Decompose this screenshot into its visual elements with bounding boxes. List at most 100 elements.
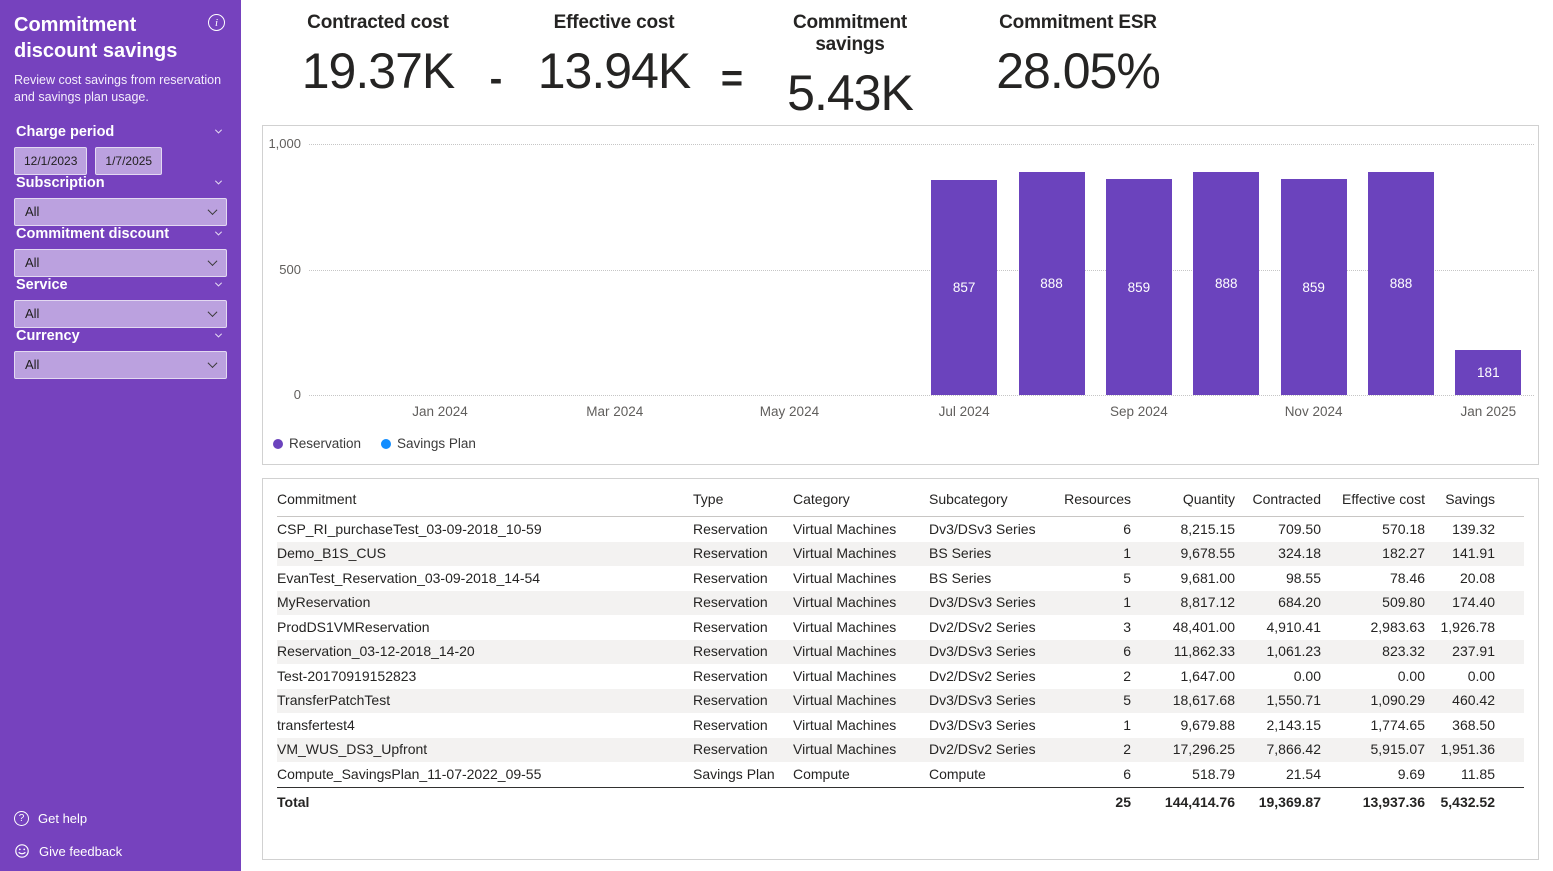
- table-cell[interactable]: Reservation: [693, 639, 793, 664]
- table-cell[interactable]: 570.18: [1382, 520, 1425, 537]
- table-cell[interactable]: 1,774.65: [1370, 716, 1426, 733]
- table-cell[interactable]: 1,951.36: [1425, 737, 1524, 762]
- table-cell[interactable]: 3: [1123, 618, 1131, 635]
- column-header-savings[interactable]: Savings: [1425, 479, 1524, 517]
- table-cell[interactable]: 368.50: [1452, 716, 1495, 733]
- chart-bar-nov-2024[interactable]: 859: [1280, 179, 1347, 395]
- table-cell[interactable]: 709.50: [1278, 520, 1321, 537]
- column-header-type[interactable]: Type: [693, 479, 793, 517]
- table-cell[interactable]: Reservation: [693, 618, 768, 635]
- table-cell[interactable]: 9,678.55: [1131, 541, 1235, 566]
- table-cell[interactable]: Compute: [793, 765, 850, 782]
- table-cell[interactable]: 5,915.07: [1321, 737, 1425, 762]
- table-cell[interactable]: 174.40: [1425, 590, 1524, 615]
- table-cell[interactable]: 7,866.42: [1235, 737, 1321, 762]
- table-cell[interactable]: 1,090.29: [1321, 688, 1425, 713]
- table-cell[interactable]: 324.18: [1235, 541, 1321, 566]
- table-cell[interactable]: 2: [1123, 667, 1131, 684]
- column-header-contracted[interactable]: Contracted: [1235, 479, 1321, 517]
- table-row[interactable]: Test-20170919152823 Reservation Virtual Ma…: [277, 664, 1524, 689]
- table-cell[interactable]: 139.32: [1452, 520, 1495, 537]
- table-cell[interactable]: Reservation: [693, 688, 793, 713]
- table-cell[interactable]: 5: [1123, 569, 1131, 586]
- table-cell[interactable]: 509.80: [1321, 590, 1425, 615]
- table-cell[interactable]: 9.69: [1397, 765, 1425, 782]
- charge-period-end-input[interactable]: 1/7/2025: [95, 146, 163, 175]
- table-cell[interactable]: 98.55: [1285, 569, 1321, 586]
- table-cell[interactable]: Reservation: [693, 716, 768, 733]
- table-cell[interactable]: Dv3/DSv3 Series: [929, 590, 1059, 615]
- table-cell[interactable]: 9,681.00: [1180, 569, 1236, 586]
- table-cell[interactable]: 18,617.68: [1131, 688, 1235, 713]
- table-cell[interactable]: MyReservation: [277, 590, 693, 615]
- table-cell[interactable]: Dv3/DSv3 Series: [929, 688, 1059, 713]
- table-cell[interactable]: Virtual Machines: [793, 520, 897, 537]
- charge-period-start-input[interactable]: 12/1/2023: [14, 146, 88, 175]
- subscription-dropdown[interactable]: All: [14, 197, 227, 226]
- table-cell[interactable]: 1,647.00: [1180, 667, 1236, 684]
- table-cell[interactable]: Reservation: [693, 737, 793, 762]
- column-header-commitment[interactable]: Commitment: [277, 479, 693, 517]
- table-cell[interactable]: 460.42: [1425, 688, 1524, 713]
- table-cell[interactable]: transfertest4: [277, 716, 355, 733]
- table-cell[interactable]: 6: [1123, 765, 1131, 782]
- table-cell[interactable]: 21.54: [1285, 765, 1321, 782]
- table-row[interactable]: ProdDS1VMReservation Reservation Virtual M…: [277, 615, 1524, 640]
- commitment-discount-dropdown[interactable]: All: [14, 248, 227, 277]
- legend-item-reservation[interactable]: Reservation: [273, 436, 361, 451]
- table-cell[interactable]: 1,550.71: [1235, 688, 1321, 713]
- table-cell[interactable]: 4,910.41: [1266, 618, 1322, 635]
- chart-bar-aug-2024[interactable]: 888: [1018, 172, 1085, 395]
- table-cell[interactable]: 2,983.63: [1370, 618, 1426, 635]
- chart-bar-dec-2024[interactable]: 888: [1367, 172, 1434, 395]
- table-cell[interactable]: 0.00: [1397, 667, 1425, 684]
- table-row[interactable]: CSP_RI_purchaseTest_03-09-2018_10-59 Rese…: [277, 517, 1524, 542]
- table-cell[interactable]: ProdDS1VMReservation: [277, 618, 430, 635]
- table-cell[interactable]: Virtual Machines: [793, 541, 929, 566]
- column-header-resources[interactable]: Resources: [1059, 479, 1131, 517]
- table-cell[interactable]: 2: [1059, 737, 1131, 762]
- table-cell[interactable]: Virtual Machines: [793, 716, 897, 733]
- table-cell[interactable]: 11,862.33: [1131, 639, 1235, 664]
- table-cell[interactable]: EvanTest_Reservation_03-09-2018_14-54: [277, 569, 541, 586]
- table-cell[interactable]: Compute: [929, 765, 986, 782]
- table-row[interactable]: EvanTest_Reservation_03-09-2018_14-54 Res…: [277, 566, 1524, 591]
- table-cell[interactable]: Virtual Machines: [793, 737, 929, 762]
- table-cell[interactable]: Reservation: [693, 590, 793, 615]
- table-cell[interactable]: 8,215.15: [1180, 520, 1236, 537]
- table-cell[interactable]: 5: [1059, 688, 1131, 713]
- column-header-effective-cost[interactable]: Effective cost: [1321, 479, 1425, 517]
- table-cell[interactable]: 182.27: [1321, 541, 1425, 566]
- table-cell[interactable]: TransferPatchTest: [277, 688, 693, 713]
- table-cell[interactable]: Dv3/DSv3 Series: [929, 639, 1059, 664]
- table-cell[interactable]: 1: [1123, 716, 1131, 733]
- table-cell[interactable]: Dv3/DSv3 Series: [929, 716, 1036, 733]
- table-cell[interactable]: 6: [1123, 520, 1131, 537]
- table-cell[interactable]: 141.91: [1425, 541, 1524, 566]
- table-cell[interactable]: Test-20170919152823: [277, 667, 417, 684]
- table-cell[interactable]: 0.00: [1467, 667, 1495, 684]
- table-cell[interactable]: Demo_B1S_CUS: [277, 541, 693, 566]
- table-cell[interactable]: 1,926.78: [1440, 618, 1496, 635]
- info-icon[interactable]: i: [208, 14, 225, 31]
- service-dropdown[interactable]: All: [14, 299, 227, 328]
- table-cell[interactable]: Reservation: [693, 541, 793, 566]
- table-row[interactable]: Demo_B1S_CUS Reservation Virtual Machines B…: [277, 541, 1524, 566]
- column-header-quantity[interactable]: Quantity: [1131, 479, 1235, 517]
- table-cell[interactable]: Reservation: [693, 667, 768, 684]
- table-row[interactable]: TransferPatchTest Reservation Virtual Mach…: [277, 688, 1524, 713]
- table-cell[interactable]: Virtual Machines: [793, 639, 929, 664]
- table-cell[interactable]: Virtual Machines: [793, 688, 929, 713]
- chart-bar-jul-2024[interactable]: 857: [931, 179, 998, 395]
- table-cell[interactable]: BS Series: [929, 569, 992, 586]
- chart-bar-jan-2025[interactable]: 181: [1455, 349, 1522, 395]
- table-cell[interactable]: 1,061.23: [1235, 639, 1321, 664]
- table-row[interactable]: VM_WUS_DS3_Upfront Reservation Virtual Mac…: [277, 737, 1524, 762]
- table-cell[interactable]: Compute_SavingsPlan_11-07-2022_09-55: [277, 765, 542, 782]
- chart-bar-sep-2024[interactable]: 859: [1105, 179, 1172, 395]
- column-header-category[interactable]: Category: [793, 479, 929, 517]
- table-cell[interactable]: 1: [1059, 590, 1131, 615]
- table-cell[interactable]: 48,401.00: [1172, 618, 1235, 635]
- table-row[interactable]: Compute_SavingsPlan_11-07-2022_09-55 Savi…: [277, 762, 1524, 787]
- table-cell[interactable]: 9,679.88: [1180, 716, 1236, 733]
